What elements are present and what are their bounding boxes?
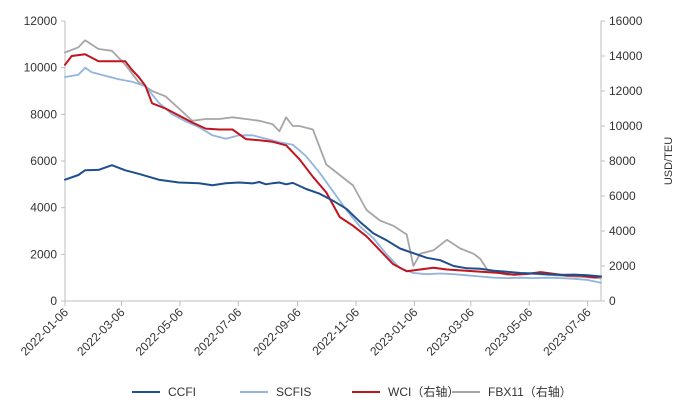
right-tick-label: 12000 [609, 84, 643, 98]
series-line-scfis [64, 66, 602, 284]
x-tick-label: 2022-01-06 [18, 305, 72, 359]
x-tick-label: 2023-05-06 [482, 305, 536, 359]
right-tick-label: 8000 [609, 154, 636, 168]
x-tick-label: 2022-05-06 [133, 305, 187, 359]
left-tick-label: 4000 [30, 201, 57, 215]
x-tick-label: 2022-03-06 [74, 305, 128, 359]
right-tick-label: 4000 [609, 224, 636, 238]
legend-item-fbx11: FBX11（右轴） [452, 384, 572, 399]
left-tick-label: 2000 [30, 247, 57, 261]
series-line-wci [64, 53, 602, 279]
left-tick-label: 10000 [24, 61, 58, 75]
left-tick-label: 6000 [30, 154, 57, 168]
right-tick-label: 16000 [609, 14, 643, 28]
right-tick-label: 6000 [609, 189, 636, 203]
right-axis-label: USD/TEU [663, 137, 675, 185]
legend-label: SCFIS [276, 385, 311, 399]
legend-item-scfis: SCFIS [240, 385, 311, 399]
legend-label: CCFI [168, 385, 196, 399]
x-tick-label: 2023-07-06 [540, 305, 594, 359]
left-tick-label: 0 [50, 294, 57, 308]
legend: CCFI SCFIS WCI（右轴） FBX11（右轴） [132, 384, 572, 399]
series-lines [64, 39, 602, 284]
x-tick-label: 2022-09-06 [250, 305, 304, 359]
left-tick-label: 12000 [24, 14, 58, 28]
left-tick-label: 8000 [30, 107, 57, 121]
legend-label: FBX11（右轴） [488, 384, 572, 399]
x-tick-label: 2023-03-06 [424, 305, 478, 359]
legend-item-ccfi: CCFI [132, 385, 196, 399]
right-tick-label: 0 [609, 294, 616, 308]
x-tick-label: 2022-11-06 [309, 305, 362, 358]
right-tick-label: 2000 [609, 259, 636, 273]
series-line-fbx11 [64, 39, 602, 280]
right-tick-label: 10000 [609, 119, 643, 133]
series-line-ccfi [64, 164, 602, 278]
x-tick-label: 2022-07-06 [191, 305, 245, 359]
x-tick-label: 2023-01-06 [367, 305, 421, 359]
legend-item-wci: WCI（右轴） [352, 384, 459, 399]
right-tick-label: 14000 [609, 49, 643, 63]
legend-label: WCI（右轴） [388, 384, 459, 399]
